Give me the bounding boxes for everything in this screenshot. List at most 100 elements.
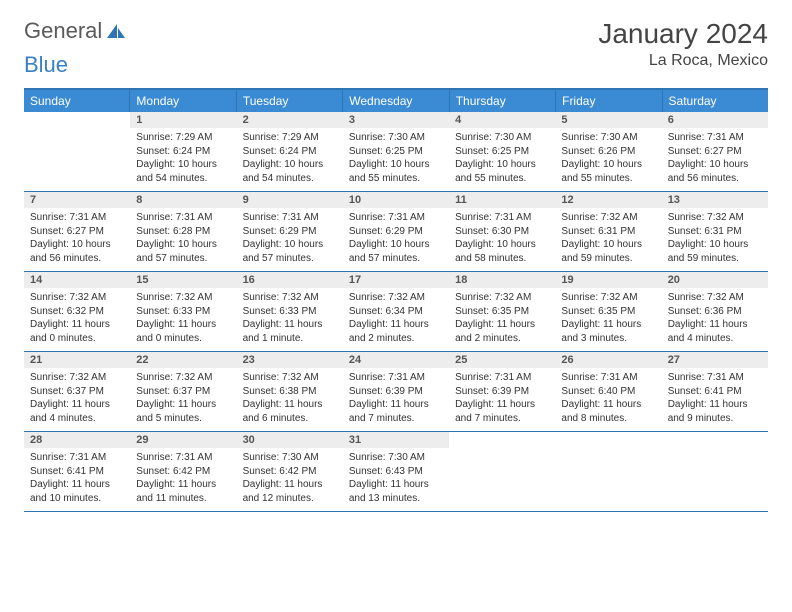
sunrise-text: Sunrise: 7:31 AM	[30, 451, 124, 465]
daylight-text: Daylight: 11 hours and 3 minutes.	[561, 318, 655, 345]
day-data: Sunrise: 7:31 AMSunset: 6:29 PMDaylight:…	[343, 208, 449, 271]
day-number: 22	[130, 352, 236, 368]
sunset-text: Sunset: 6:31 PM	[561, 225, 655, 239]
day-cell: 18Sunrise: 7:32 AMSunset: 6:35 PMDayligh…	[449, 272, 555, 351]
sunset-text: Sunset: 6:42 PM	[243, 465, 337, 479]
day-header-row: Sunday Monday Tuesday Wednesday Thursday…	[24, 90, 768, 112]
daylight-text: Daylight: 10 hours and 54 minutes.	[136, 158, 230, 185]
day-data: Sunrise: 7:30 AMSunset: 6:42 PMDaylight:…	[237, 448, 343, 511]
day-data: Sunrise: 7:31 AMSunset: 6:27 PMDaylight:…	[662, 128, 768, 191]
sunset-text: Sunset: 6:39 PM	[349, 385, 443, 399]
daylight-text: Daylight: 10 hours and 54 minutes.	[243, 158, 337, 185]
daylight-text: Daylight: 11 hours and 5 minutes.	[136, 398, 230, 425]
day-data: Sunrise: 7:30 AMSunset: 6:25 PMDaylight:…	[449, 128, 555, 191]
sunrise-text: Sunrise: 7:32 AM	[349, 291, 443, 305]
day-cell: 1Sunrise: 7:29 AMSunset: 6:24 PMDaylight…	[130, 112, 236, 191]
day-data: Sunrise: 7:31 AMSunset: 6:30 PMDaylight:…	[449, 208, 555, 271]
sunset-text: Sunset: 6:41 PM	[668, 385, 762, 399]
day-cell: 22Sunrise: 7:32 AMSunset: 6:37 PMDayligh…	[130, 352, 236, 431]
day-number: 15	[130, 272, 236, 288]
daylight-text: Daylight: 11 hours and 12 minutes.	[243, 478, 337, 505]
sunset-text: Sunset: 6:32 PM	[30, 305, 124, 319]
sunset-text: Sunset: 6:28 PM	[136, 225, 230, 239]
day-number: 5	[555, 112, 661, 128]
day-data: Sunrise: 7:31 AMSunset: 6:39 PMDaylight:…	[449, 368, 555, 431]
daylight-text: Daylight: 11 hours and 2 minutes.	[455, 318, 549, 345]
day-number	[24, 112, 130, 116]
day-cell: 11Sunrise: 7:31 AMSunset: 6:30 PMDayligh…	[449, 192, 555, 271]
day-data: Sunrise: 7:32 AMSunset: 6:31 PMDaylight:…	[662, 208, 768, 271]
sunset-text: Sunset: 6:30 PM	[455, 225, 549, 239]
day-cell: 9Sunrise: 7:31 AMSunset: 6:29 PMDaylight…	[237, 192, 343, 271]
day-cell: 24Sunrise: 7:31 AMSunset: 6:39 PMDayligh…	[343, 352, 449, 431]
day-data: Sunrise: 7:31 AMSunset: 6:41 PMDaylight:…	[662, 368, 768, 431]
day-number: 3	[343, 112, 449, 128]
day-number: 19	[555, 272, 661, 288]
calendar: Sunday Monday Tuesday Wednesday Thursday…	[24, 88, 768, 512]
sunset-text: Sunset: 6:27 PM	[668, 145, 762, 159]
daylight-text: Daylight: 10 hours and 55 minutes.	[349, 158, 443, 185]
day-data: Sunrise: 7:31 AMSunset: 6:29 PMDaylight:…	[237, 208, 343, 271]
sunset-text: Sunset: 6:43 PM	[349, 465, 443, 479]
day-number: 12	[555, 192, 661, 208]
day-data: Sunrise: 7:32 AMSunset: 6:37 PMDaylight:…	[24, 368, 130, 431]
sunset-text: Sunset: 6:35 PM	[561, 305, 655, 319]
day-cell	[449, 432, 555, 511]
day-cell: 28Sunrise: 7:31 AMSunset: 6:41 PMDayligh…	[24, 432, 130, 511]
day-cell: 20Sunrise: 7:32 AMSunset: 6:36 PMDayligh…	[662, 272, 768, 351]
day-number: 26	[555, 352, 661, 368]
sunrise-text: Sunrise: 7:30 AM	[243, 451, 337, 465]
week-row: 14Sunrise: 7:32 AMSunset: 6:32 PMDayligh…	[24, 272, 768, 352]
sunrise-text: Sunrise: 7:30 AM	[455, 131, 549, 145]
day-cell	[24, 112, 130, 191]
day-data: Sunrise: 7:31 AMSunset: 6:28 PMDaylight:…	[130, 208, 236, 271]
sunset-text: Sunset: 6:27 PM	[30, 225, 124, 239]
sunrise-text: Sunrise: 7:32 AM	[30, 371, 124, 385]
day-number: 25	[449, 352, 555, 368]
sunrise-text: Sunrise: 7:29 AM	[136, 131, 230, 145]
sunrise-text: Sunrise: 7:32 AM	[136, 371, 230, 385]
daylight-text: Daylight: 11 hours and 0 minutes.	[30, 318, 124, 345]
day-number: 23	[237, 352, 343, 368]
sunset-text: Sunset: 6:25 PM	[349, 145, 443, 159]
sunrise-text: Sunrise: 7:32 AM	[243, 371, 337, 385]
day-number: 2	[237, 112, 343, 128]
day-number: 13	[662, 192, 768, 208]
day-number: 8	[130, 192, 236, 208]
sunrise-text: Sunrise: 7:31 AM	[349, 211, 443, 225]
day-cell: 31Sunrise: 7:30 AMSunset: 6:43 PMDayligh…	[343, 432, 449, 511]
sunrise-text: Sunrise: 7:32 AM	[136, 291, 230, 305]
sunrise-text: Sunrise: 7:31 AM	[455, 371, 549, 385]
day-number: 7	[24, 192, 130, 208]
sunrise-text: Sunrise: 7:29 AM	[243, 131, 337, 145]
location: La Roca, Mexico	[598, 52, 768, 70]
daylight-text: Daylight: 10 hours and 56 minutes.	[30, 238, 124, 265]
title-block: January 2024 La Roca, Mexico	[598, 18, 768, 70]
sunrise-text: Sunrise: 7:32 AM	[243, 291, 337, 305]
sunrise-text: Sunrise: 7:32 AM	[668, 291, 762, 305]
daylight-text: Daylight: 10 hours and 59 minutes.	[668, 238, 762, 265]
dayhead-sat: Saturday	[663, 90, 768, 112]
day-data: Sunrise: 7:32 AMSunset: 6:35 PMDaylight:…	[555, 288, 661, 351]
logo: General	[24, 18, 127, 44]
day-cell: 30Sunrise: 7:30 AMSunset: 6:42 PMDayligh…	[237, 432, 343, 511]
daylight-text: Daylight: 10 hours and 55 minutes.	[561, 158, 655, 185]
sunset-text: Sunset: 6:24 PM	[243, 145, 337, 159]
day-number: 14	[24, 272, 130, 288]
day-data: Sunrise: 7:31 AMSunset: 6:40 PMDaylight:…	[555, 368, 661, 431]
day-data: Sunrise: 7:31 AMSunset: 6:41 PMDaylight:…	[24, 448, 130, 511]
day-data: Sunrise: 7:31 AMSunset: 6:42 PMDaylight:…	[130, 448, 236, 511]
day-cell: 3Sunrise: 7:30 AMSunset: 6:25 PMDaylight…	[343, 112, 449, 191]
day-cell	[555, 432, 661, 511]
day-data: Sunrise: 7:32 AMSunset: 6:31 PMDaylight:…	[555, 208, 661, 271]
day-number: 1	[130, 112, 236, 128]
daylight-text: Daylight: 11 hours and 2 minutes.	[349, 318, 443, 345]
daylight-text: Daylight: 11 hours and 4 minutes.	[668, 318, 762, 345]
sunrise-text: Sunrise: 7:32 AM	[455, 291, 549, 305]
sunset-text: Sunset: 6:25 PM	[455, 145, 549, 159]
dayhead-wed: Wednesday	[343, 90, 449, 112]
day-number: 17	[343, 272, 449, 288]
day-data: Sunrise: 7:32 AMSunset: 6:34 PMDaylight:…	[343, 288, 449, 351]
day-cell: 15Sunrise: 7:32 AMSunset: 6:33 PMDayligh…	[130, 272, 236, 351]
day-number: 6	[662, 112, 768, 128]
